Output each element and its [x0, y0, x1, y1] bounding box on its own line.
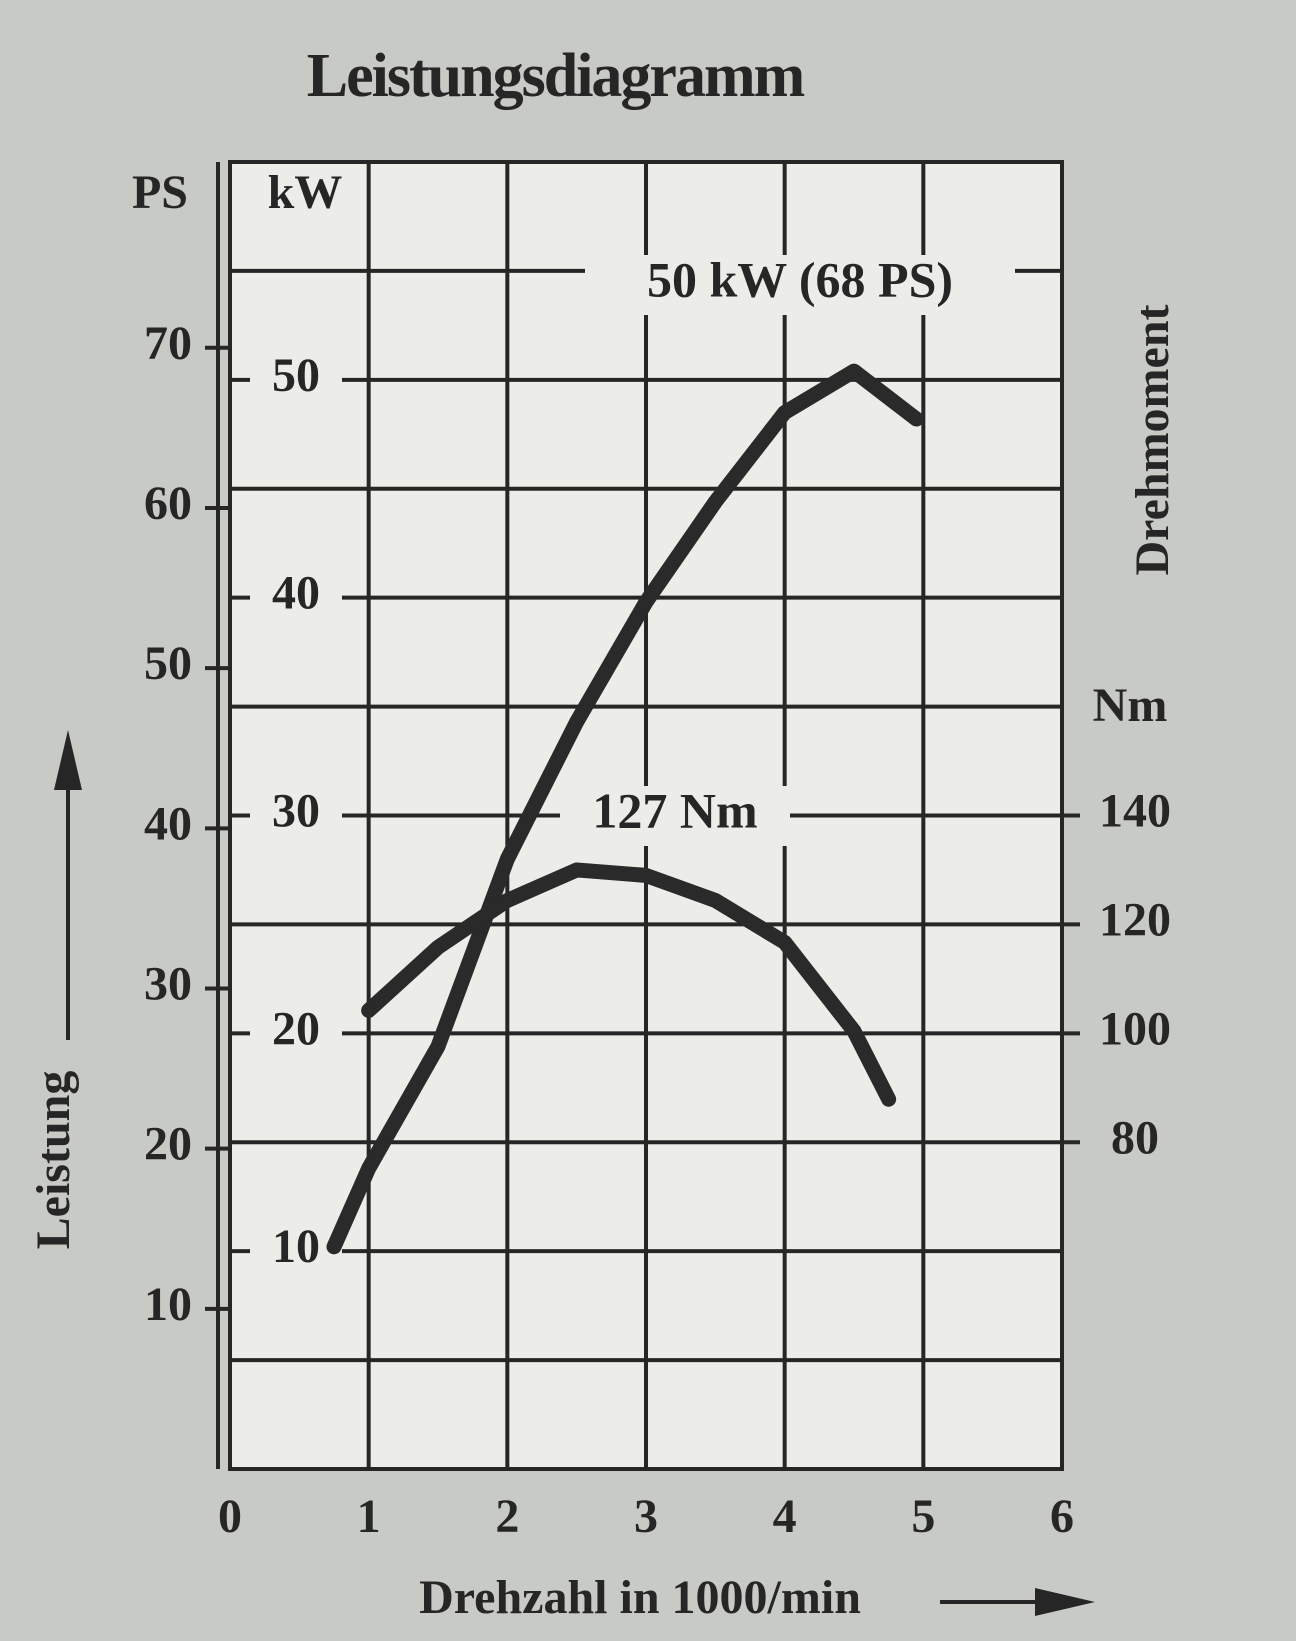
x-tick-label: 5	[911, 1490, 935, 1543]
y2-label: Drehmoment	[1126, 304, 1179, 575]
label-bg	[250, 573, 342, 622]
y-tick-label: 30	[272, 785, 320, 838]
annotation: 127 Nm	[592, 782, 757, 838]
x-label: Drehzahl in 1000/min	[419, 1571, 861, 1624]
label-bg	[250, 791, 342, 840]
y-tick-label: 10	[272, 1220, 320, 1273]
x-tick-label: 2	[495, 1490, 519, 1543]
ps-tick-label: 70	[144, 317, 192, 370]
x-tick-label: 4	[773, 1490, 797, 1543]
ps-tick-label: 50	[144, 637, 192, 690]
y2-tick-label: 120	[1099, 893, 1171, 946]
arrow-head	[54, 730, 82, 790]
y-label: Leistung	[27, 1071, 80, 1250]
x-tick-label: 0	[218, 1490, 242, 1543]
kw-unit: kW	[268, 166, 343, 219]
ps-tick-label: 60	[144, 477, 192, 530]
y2-tick-label: 100	[1099, 1002, 1171, 1055]
label-bg	[250, 1009, 342, 1058]
annotation-bg	[585, 255, 1015, 315]
annotation: 50 kW (68 PS)	[647, 251, 953, 307]
x-tick-label: 1	[357, 1490, 381, 1543]
line	[361, 862, 897, 1107]
annotation-bg	[560, 786, 790, 846]
y2-tick-label: 80	[1111, 1111, 1159, 1164]
y-tick-label: 20	[272, 1002, 320, 1055]
y-tick-label: 40	[272, 567, 320, 620]
ps-tick-label: 20	[144, 1118, 192, 1171]
x-tick-label: 6	[1050, 1490, 1074, 1543]
x-tick-label: 3	[634, 1490, 658, 1543]
ps-tick-label: 40	[144, 797, 192, 850]
y2-tick-label: 140	[1099, 785, 1171, 838]
line	[326, 363, 924, 1255]
label-bg	[250, 1227, 342, 1276]
ps-tick-label: 10	[144, 1278, 192, 1331]
ps-unit: PS	[132, 166, 188, 219]
ps-tick-label: 30	[144, 958, 192, 1011]
y2-unit: Nm	[1093, 679, 1168, 732]
arrow-head	[1035, 1588, 1095, 1616]
chart-title: Leistungsdiagramm	[307, 42, 805, 110]
label-bg	[250, 355, 342, 404]
y-tick-label: 50	[272, 349, 320, 402]
